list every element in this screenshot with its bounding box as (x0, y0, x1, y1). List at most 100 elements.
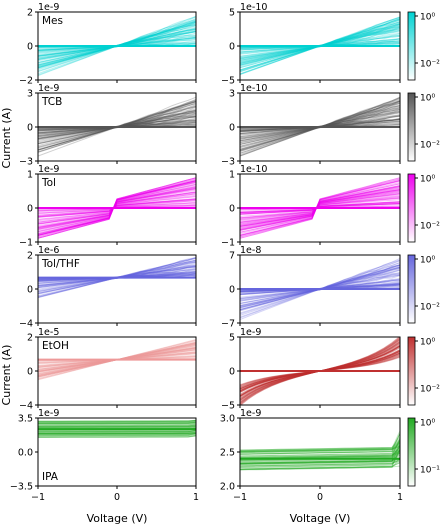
ytick-label: 2 (27, 251, 33, 262)
panel-label: Tol (41, 177, 56, 189)
trace (240, 190, 400, 226)
trace (38, 419, 196, 423)
density-7 (240, 257, 400, 320)
trace (240, 185, 400, 231)
trace (240, 448, 400, 470)
colorbar-tick-label: 10⁻¹ (420, 466, 440, 476)
ytick-label: 2.5 (220, 448, 235, 459)
colorbar-tick-label: 10⁰ (420, 175, 435, 185)
ytick-label: −4 (19, 319, 33, 330)
trace (240, 203, 400, 213)
trace (38, 422, 196, 426)
trace (240, 450, 400, 455)
trace (38, 431, 196, 434)
trace (38, 420, 196, 423)
ytick-label: 0 (229, 204, 235, 215)
ytick-label: 0 (27, 367, 33, 378)
trace (240, 180, 400, 236)
density-11 (240, 430, 400, 471)
trace (240, 459, 400, 468)
xtick-label: 0 (317, 492, 323, 503)
trace (240, 432, 400, 455)
trace (38, 424, 196, 427)
trace (38, 180, 196, 236)
trace (240, 458, 400, 467)
trace (240, 179, 400, 237)
trace (240, 197, 400, 219)
trace (38, 186, 196, 230)
trace (240, 458, 400, 464)
ytick-label: −3 (19, 157, 33, 168)
trace (38, 421, 196, 424)
trace (240, 202, 400, 214)
panel-5: −1 0 1 1e-10 10⁰ 10⁻² (221, 164, 440, 249)
trace (38, 429, 196, 433)
colorbar (407, 336, 416, 406)
ytick-label: −2 (19, 76, 33, 87)
trace (240, 446, 400, 453)
colorbar-tick-label: 10⁻² (420, 222, 440, 232)
trace (240, 183, 400, 233)
trace (240, 450, 400, 464)
trace (38, 194, 196, 222)
colorbar-tick-label: 10⁻² (420, 60, 440, 70)
panel-10: −3.5 0.0 3.5 −1 0 1 1e-9 IPA (10, 408, 199, 503)
trace (240, 440, 400, 457)
xtick-label: 0 (114, 492, 120, 503)
trace (38, 430, 196, 433)
trace (38, 198, 196, 218)
colorbar-tick-label: 10⁻² (420, 385, 440, 395)
trace (38, 421, 196, 424)
trace (38, 193, 196, 223)
trace (240, 440, 400, 452)
trace (240, 458, 400, 467)
density-1 (240, 16, 400, 76)
trace (38, 188, 196, 228)
xtick-label: −1 (233, 492, 247, 503)
trace (38, 178, 196, 238)
density-2 (38, 96, 196, 157)
trace (38, 180, 196, 236)
trace (38, 182, 196, 234)
trace (240, 178, 400, 238)
panel-label: EtOH (42, 340, 69, 352)
ytick-label: 0 (27, 42, 33, 53)
trace (240, 201, 400, 215)
trace (240, 189, 400, 227)
trace (38, 421, 196, 425)
axis-exponent: 1e-8 (240, 245, 261, 256)
trace (38, 198, 196, 218)
trace (240, 433, 400, 453)
trace (240, 457, 400, 471)
trace (38, 186, 196, 230)
trace (240, 453, 400, 465)
trace (38, 425, 196, 427)
ytick-label: 0.0 (18, 448, 33, 459)
density-0 (38, 15, 196, 77)
ytick-label: 5 (229, 333, 235, 344)
density-8 (38, 339, 196, 381)
trace (38, 192, 196, 224)
trace (240, 189, 400, 227)
axis-exponent: 1e-9 (240, 408, 261, 419)
trace (38, 430, 196, 433)
trace (38, 433, 196, 436)
trace (240, 185, 400, 231)
trace (38, 180, 196, 236)
density-9 (240, 337, 400, 405)
density-3 (240, 96, 400, 157)
trace (38, 425, 196, 428)
trace (240, 445, 400, 452)
trace (38, 201, 196, 215)
trace (240, 445, 400, 465)
ytick-label: 3.0 (220, 414, 235, 425)
trace (240, 202, 400, 214)
trace (240, 444, 400, 465)
trace (38, 430, 196, 432)
ytick-label: 0 (229, 285, 235, 296)
trace (240, 437, 400, 455)
trace (38, 198, 196, 218)
ytick-label: 3 (27, 89, 33, 100)
